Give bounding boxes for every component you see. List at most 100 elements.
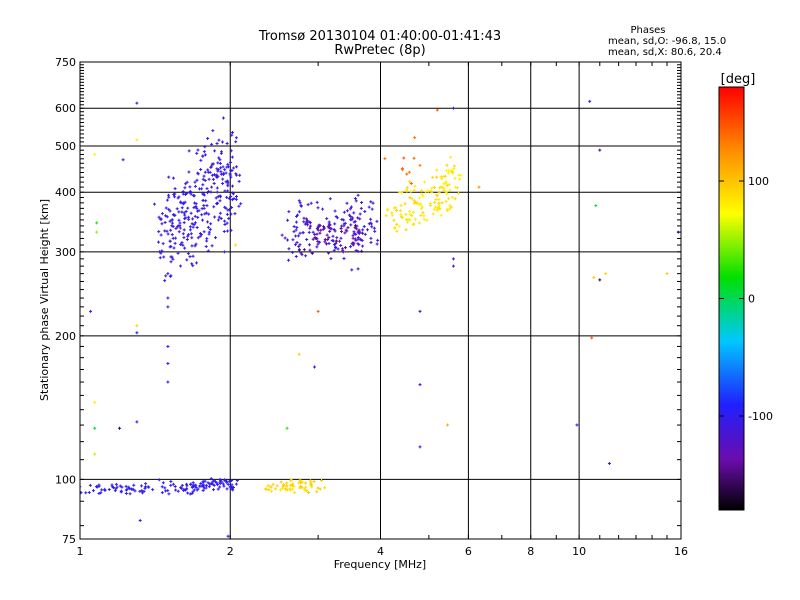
- data-point: [113, 489, 117, 493]
- data-point: [100, 488, 104, 492]
- data-point: [418, 196, 422, 200]
- data-point: [393, 226, 397, 230]
- data-point: [445, 183, 449, 187]
- data-point: [291, 250, 295, 254]
- data-point: [191, 194, 195, 198]
- data-point: [346, 226, 350, 230]
- data-point: [286, 218, 290, 222]
- data-point: [238, 173, 242, 177]
- data-point: [400, 215, 404, 219]
- data-point: [227, 196, 231, 200]
- data-point: [404, 212, 408, 216]
- data-point: [190, 492, 194, 496]
- data-point: [196, 148, 200, 152]
- data-point: [292, 484, 296, 488]
- data-point: [173, 241, 177, 245]
- data-point: [294, 220, 298, 224]
- data-point: [170, 218, 174, 222]
- data-point: [135, 331, 139, 335]
- data-point: [451, 106, 455, 110]
- data-point: [139, 484, 143, 488]
- data-point: [209, 477, 213, 481]
- data-point: [349, 223, 353, 227]
- data-point: [418, 309, 422, 313]
- data-point: [177, 210, 181, 214]
- data-point: [443, 174, 447, 178]
- data-point: [334, 246, 338, 250]
- data-point: [172, 246, 176, 250]
- data-point: [287, 210, 291, 214]
- data-point: [200, 213, 204, 217]
- data-point: [204, 211, 208, 215]
- data-point: [176, 224, 180, 228]
- data-point: [354, 248, 358, 252]
- data-point: [420, 207, 424, 211]
- data-point: [142, 489, 146, 493]
- data-point: [234, 172, 238, 176]
- data-point: [189, 232, 193, 236]
- data-point: [315, 200, 319, 204]
- data-point: [432, 185, 436, 189]
- data-point: [183, 217, 187, 221]
- data-point: [304, 217, 308, 221]
- data-point: [191, 481, 195, 485]
- data-point: [438, 207, 442, 211]
- data-point: [205, 187, 209, 191]
- x-axis-ticks: 1 2 4 6 8 10 16: [77, 62, 688, 558]
- data-point: [363, 209, 367, 213]
- data-point: [213, 215, 217, 219]
- data-point: [343, 246, 347, 250]
- data-point: [458, 177, 462, 181]
- data-point: [190, 262, 194, 266]
- data-point: [140, 489, 144, 493]
- data-point: [289, 479, 293, 483]
- data-point: [225, 487, 229, 491]
- data-point: [95, 221, 99, 225]
- data-point: [135, 101, 139, 105]
- data-point: [152, 202, 156, 206]
- data-point: [187, 149, 191, 153]
- data-point: [193, 201, 197, 205]
- data-point: [357, 243, 361, 247]
- data-point: [199, 233, 203, 237]
- stats-box: Phases mean, sd,O: -96.8, 15.0 mean, sd,…: [608, 25, 726, 58]
- data-point: [316, 240, 320, 244]
- data-point: [201, 154, 205, 158]
- data-point: [333, 229, 337, 233]
- data-point: [88, 483, 92, 487]
- data-point: [298, 243, 302, 247]
- data-point: [321, 227, 325, 231]
- data-point: [185, 180, 189, 184]
- data-point: [174, 236, 178, 240]
- data-point: [294, 243, 298, 247]
- data-point: [285, 484, 289, 488]
- data-point: [185, 484, 189, 488]
- data-point: [183, 488, 187, 492]
- y-axis-ticks: 75 100 200 300 400 500 600 750: [55, 56, 681, 546]
- data-point: [413, 217, 417, 221]
- data-point: [360, 249, 364, 253]
- data-point: [208, 227, 212, 231]
- data-point: [418, 163, 422, 167]
- data-point: [218, 485, 222, 489]
- data-point: [174, 488, 178, 492]
- data-point: [308, 226, 312, 230]
- data-point: [206, 249, 210, 253]
- data-point: [97, 484, 101, 488]
- data-point: [432, 208, 436, 212]
- data-point: [229, 228, 233, 232]
- data-point: [228, 485, 232, 489]
- data-point: [290, 487, 294, 491]
- data-point: [430, 175, 434, 179]
- data-point: [200, 207, 204, 211]
- data-point: [171, 482, 175, 486]
- data-point: [305, 237, 309, 241]
- data-point: [216, 169, 220, 173]
- data-point: [419, 189, 423, 193]
- data-point: [188, 228, 192, 232]
- data-point: [165, 215, 169, 219]
- data-point: [297, 244, 301, 248]
- data-point: [358, 212, 362, 216]
- data-point: [161, 481, 165, 485]
- data-point: [180, 206, 184, 210]
